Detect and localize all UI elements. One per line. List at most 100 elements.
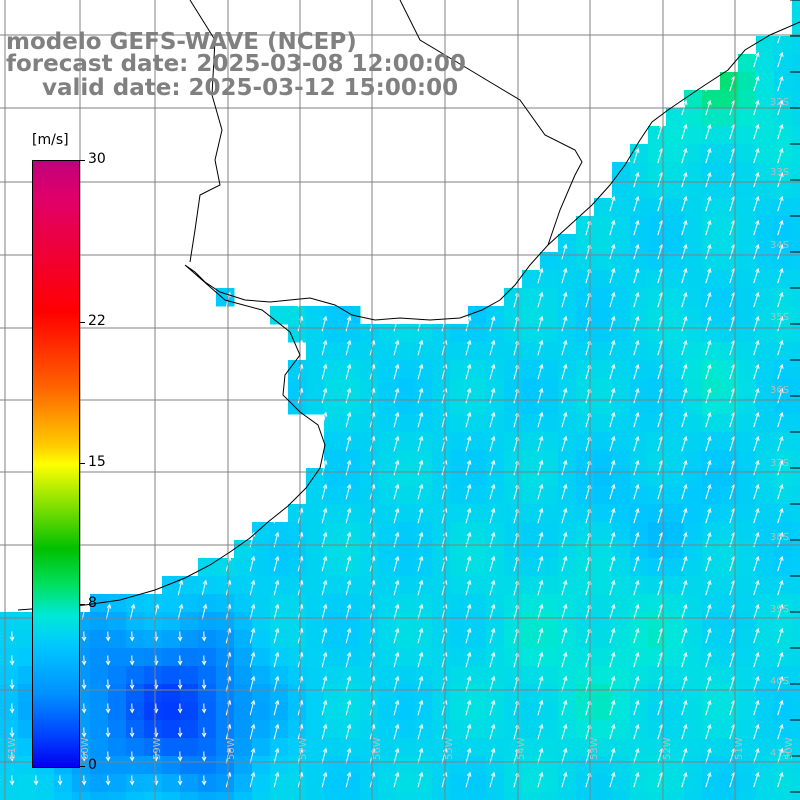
speed-cell bbox=[756, 792, 775, 800]
speed-cell bbox=[774, 396, 793, 415]
wind-arrow bbox=[201, 727, 207, 738]
speed-cell bbox=[792, 648, 800, 667]
speed-cell bbox=[342, 756, 361, 775]
speed-cell bbox=[684, 720, 703, 739]
speed-cell bbox=[792, 468, 800, 487]
speed-cell bbox=[702, 342, 721, 361]
speed-cell bbox=[216, 684, 235, 703]
speed-cell bbox=[522, 702, 541, 721]
speed-cell bbox=[630, 306, 649, 325]
wind-arrow bbox=[633, 435, 640, 452]
speed-cell bbox=[306, 522, 325, 541]
colorbar-tick-label: 30 bbox=[88, 151, 106, 167]
speed-cell bbox=[288, 558, 307, 577]
speed-cell bbox=[252, 594, 271, 613]
speed-cell bbox=[126, 594, 145, 613]
speed-cell bbox=[558, 792, 577, 800]
speed-cell bbox=[432, 648, 451, 667]
speed-cell bbox=[792, 126, 800, 145]
speed-cell bbox=[774, 144, 793, 163]
speed-cell bbox=[288, 306, 307, 325]
speed-cell bbox=[738, 54, 757, 73]
speed-cell bbox=[360, 612, 379, 631]
speed-cell bbox=[522, 378, 541, 397]
speed-cell bbox=[396, 576, 415, 595]
speed-cell bbox=[108, 720, 127, 739]
speed-cell bbox=[414, 414, 433, 433]
speed-cell bbox=[342, 504, 361, 523]
speed-cell bbox=[450, 324, 469, 343]
wind-arrow bbox=[345, 603, 352, 620]
speed-cell bbox=[234, 558, 253, 577]
speed-cell bbox=[432, 432, 451, 451]
speed-cell bbox=[702, 684, 721, 703]
wind-arrow bbox=[9, 703, 15, 714]
speed-cell bbox=[522, 666, 541, 685]
speed-cell bbox=[792, 432, 800, 451]
speed-cell bbox=[738, 594, 757, 613]
speed-cell bbox=[792, 270, 800, 289]
speed-cell bbox=[792, 72, 800, 91]
speed-cell bbox=[504, 306, 523, 325]
wind-arrow bbox=[777, 603, 784, 620]
speed-cell bbox=[342, 666, 361, 685]
grid-labels: 61W 60W 59W 58W 57W 56W 55W 54W 53W 52W 51W 50W32S3… bbox=[7, 97, 795, 760]
speed-cell bbox=[342, 738, 361, 757]
speed-cell bbox=[270, 630, 289, 649]
speed-cell bbox=[684, 180, 703, 199]
speed-cell bbox=[180, 774, 199, 793]
wind-arrow bbox=[393, 507, 400, 524]
speed-cell bbox=[360, 558, 379, 577]
speed-cell bbox=[450, 702, 469, 721]
speed-cell bbox=[558, 270, 577, 289]
speed-cell bbox=[774, 198, 793, 217]
wind-arrow bbox=[777, 579, 784, 596]
speed-cell bbox=[540, 594, 559, 613]
speed-cell bbox=[468, 774, 487, 793]
speed-cell bbox=[162, 666, 181, 685]
speed-cell bbox=[288, 720, 307, 739]
speed-cell bbox=[630, 612, 649, 631]
speed-cell bbox=[558, 576, 577, 595]
speed-cell bbox=[540, 684, 559, 703]
wind-arrow bbox=[249, 627, 256, 644]
wind-arrow bbox=[81, 775, 87, 786]
speed-cell bbox=[738, 486, 757, 505]
speed-cell bbox=[576, 432, 595, 451]
speed-cell bbox=[432, 450, 451, 469]
speed-cell bbox=[468, 306, 487, 325]
wind-arrow bbox=[345, 699, 352, 716]
speed-cell bbox=[576, 234, 595, 253]
speed-cell bbox=[324, 540, 343, 559]
speed-cell bbox=[216, 756, 235, 775]
speed-cell bbox=[720, 342, 739, 361]
wind-arrow bbox=[633, 699, 640, 716]
speed-cell bbox=[792, 18, 800, 37]
speed-cell bbox=[702, 288, 721, 307]
speed-cell bbox=[702, 414, 721, 433]
wind-arrow bbox=[489, 435, 496, 452]
speed-cell bbox=[432, 774, 451, 793]
speed-cell bbox=[756, 576, 775, 595]
speed-cell bbox=[504, 468, 523, 487]
speed-cell bbox=[648, 342, 667, 361]
speed-cell bbox=[288, 630, 307, 649]
wind-arrow bbox=[705, 123, 712, 140]
wind-arrow bbox=[201, 751, 207, 762]
speed-cell bbox=[774, 486, 793, 505]
speed-cell bbox=[594, 414, 613, 433]
wind-arrow bbox=[561, 435, 568, 452]
speed-cell bbox=[180, 720, 199, 739]
longitude-label: 59W bbox=[152, 737, 163, 760]
speed-cell bbox=[774, 774, 793, 793]
wind-arrow bbox=[273, 675, 280, 692]
speed-cell bbox=[756, 288, 775, 307]
longitude-label: 53W bbox=[589, 737, 600, 760]
speed-cell bbox=[504, 432, 523, 451]
speed-cell bbox=[738, 774, 757, 793]
speed-cell bbox=[306, 486, 325, 505]
speed-cell bbox=[774, 72, 793, 91]
speed-cell bbox=[414, 702, 433, 721]
longitude-label: 56W bbox=[372, 737, 383, 760]
speed-cell bbox=[18, 756, 37, 775]
